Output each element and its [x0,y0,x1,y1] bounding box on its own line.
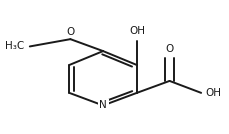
Text: O: O [66,27,74,37]
Text: N: N [99,100,106,110]
Text: OH: OH [205,88,221,98]
Text: OH: OH [128,26,144,36]
Text: O: O [165,44,173,54]
Text: H₃C: H₃C [5,41,24,51]
